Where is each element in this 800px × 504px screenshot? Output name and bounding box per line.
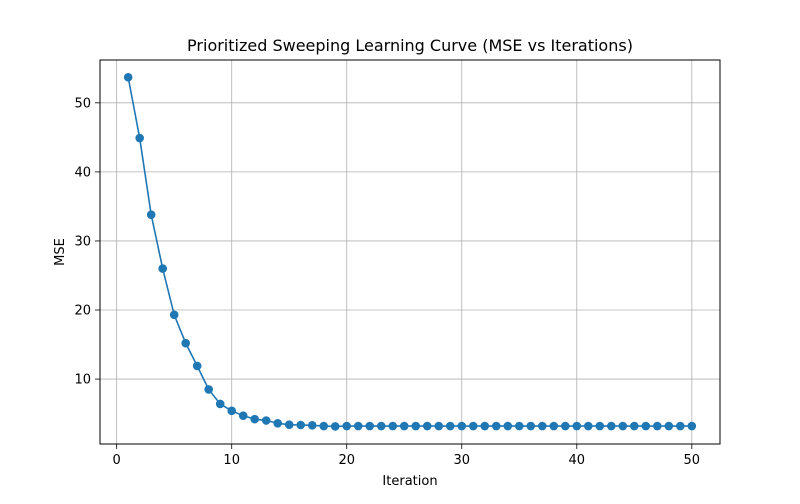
series-layer xyxy=(123,72,697,431)
chart-title: Prioritized Sweeping Learning Curve (MSE… xyxy=(187,36,633,55)
y-axis-label: MSE xyxy=(53,238,68,266)
data-point xyxy=(365,421,375,431)
data-point xyxy=(549,421,559,431)
data-point xyxy=(192,361,202,371)
data-point xyxy=(491,421,501,431)
data-point xyxy=(376,421,386,431)
data-point xyxy=(388,421,398,431)
data-point xyxy=(503,421,513,431)
data-point xyxy=(618,421,628,431)
x-tick-label: 30 xyxy=(453,453,470,468)
data-point xyxy=(422,421,432,431)
data-point xyxy=(607,421,616,431)
y-tick-label: 10 xyxy=(74,373,91,388)
axes-layer xyxy=(99,59,721,445)
data-point xyxy=(630,421,639,431)
data-point xyxy=(411,421,421,431)
data-point xyxy=(526,421,536,431)
data-point xyxy=(307,421,317,430)
data-point xyxy=(514,421,524,431)
data-point xyxy=(457,421,467,431)
data-point xyxy=(250,414,260,424)
data-point xyxy=(215,399,225,409)
data-point xyxy=(572,421,582,431)
data-point xyxy=(296,420,306,430)
data-point xyxy=(480,421,490,431)
plot-frame xyxy=(99,59,721,445)
grid-layer xyxy=(100,60,720,444)
data-point xyxy=(653,421,662,431)
data-point xyxy=(123,72,133,82)
data-point xyxy=(284,420,294,429)
data-point xyxy=(537,421,547,431)
data-point xyxy=(238,411,248,420)
data-point xyxy=(583,421,593,431)
data-point xyxy=(641,421,651,431)
data-point xyxy=(330,422,340,431)
data-point xyxy=(664,421,674,431)
data-point xyxy=(227,406,237,416)
data-point xyxy=(595,421,605,431)
data-point xyxy=(169,310,179,320)
data-point xyxy=(342,421,352,431)
y-tick-label: 20 xyxy=(74,304,91,319)
data-point xyxy=(181,338,190,348)
data-point xyxy=(687,421,697,431)
data-point xyxy=(445,421,455,431)
x-axis-label: Iteration xyxy=(382,474,437,489)
x-tick-label: 0 xyxy=(113,453,121,468)
y-tick-label: 50 xyxy=(74,96,91,111)
data-point xyxy=(146,210,156,220)
data-point xyxy=(158,264,167,273)
data-point xyxy=(353,421,363,431)
data-point xyxy=(204,385,213,394)
x-tick-label: 50 xyxy=(684,453,701,468)
data-point xyxy=(560,421,570,431)
y-tick-label: 40 xyxy=(74,165,91,180)
y-tick-label: 30 xyxy=(74,234,91,249)
data-point xyxy=(434,421,444,431)
series-line xyxy=(127,77,692,428)
x-tick-label: 10 xyxy=(223,453,240,468)
data-point xyxy=(468,421,478,431)
data-point xyxy=(399,421,409,431)
data-point xyxy=(319,421,329,431)
data-point xyxy=(261,416,271,425)
x-tick-label: 20 xyxy=(338,453,355,468)
data-point xyxy=(273,418,283,428)
data-point xyxy=(135,133,144,143)
ticks-layer: 0 10 20 30 40 50 10 20 30 40 50 xyxy=(74,96,700,468)
x-tick-label: 40 xyxy=(569,453,586,468)
data-point xyxy=(676,421,685,431)
